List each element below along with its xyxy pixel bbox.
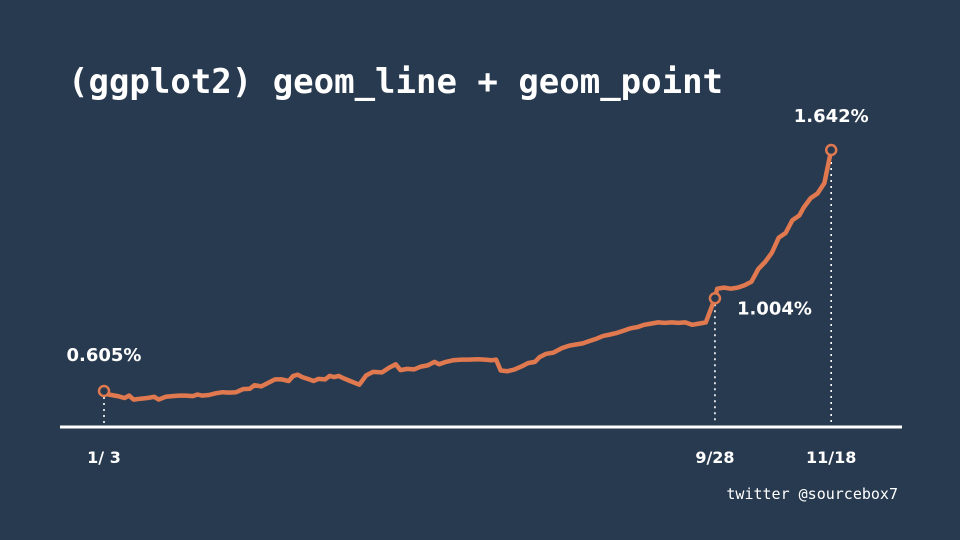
highlight-point xyxy=(97,384,111,398)
x-tick-label: 11/18 xyxy=(806,448,856,467)
highlight-point xyxy=(824,143,838,157)
credit-text: twitter @sourcebox7 xyxy=(726,485,898,503)
value-label: 1.004% xyxy=(737,298,812,319)
chart-title: (ggplot2) geom_line + geom_point xyxy=(68,62,724,102)
x-tick-label: 9/28 xyxy=(695,448,734,467)
value-label: 1.642% xyxy=(794,106,869,127)
series-line xyxy=(101,147,834,402)
guide-lines xyxy=(103,156,833,423)
x-tick-labels: 1/ 3 9/28 11/18 xyxy=(87,448,856,467)
value-label: 0.605% xyxy=(67,345,142,366)
x-tick-label: 1/ 3 xyxy=(87,448,121,467)
point-labels: 0.605% 1.004% 1.642% xyxy=(67,106,869,366)
highlight-points xyxy=(97,143,838,398)
highlight-point xyxy=(708,292,722,305)
